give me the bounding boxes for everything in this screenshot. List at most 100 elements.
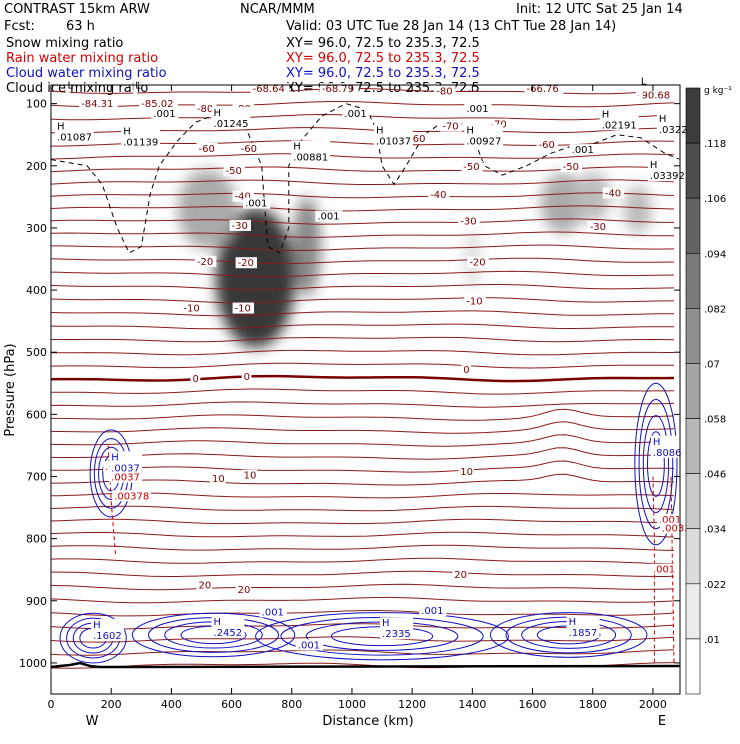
extremum-label: .0322: [659, 125, 688, 136]
y-tick-label: 200: [26, 160, 47, 173]
cloud-ice-label: .001: [572, 145, 594, 156]
extremum-label: .01087: [57, 133, 92, 144]
isotherm-line: [51, 557, 674, 565]
extremum-label-mark: H: [123, 127, 131, 138]
extremum-label: .02191: [602, 120, 637, 131]
label-background: [55, 120, 94, 143]
label-background: [374, 124, 413, 147]
label-background: [235, 257, 257, 269]
org-title: NCAR/MMM: [240, 2, 315, 17]
valid-time: Valid: 03 UTC Tue 28 Jan 14 (13 ChT Tue …: [286, 19, 616, 34]
colorbar-swatch: [685, 197, 701, 254]
isotherm-line: [51, 460, 675, 473]
isotherm-label: -80: [197, 104, 213, 115]
isotherm-label: -50: [226, 166, 242, 177]
label-background: [151, 108, 179, 120]
cloud-water-contour: [646, 431, 665, 497]
label-background: [407, 132, 429, 144]
isotherm-line: [51, 636, 675, 643]
cloud-water-contour: [131, 612, 296, 658]
isotherm-label: -68.64: [253, 84, 285, 95]
isotherm-label: -50: [463, 162, 479, 173]
label-background: [211, 107, 251, 130]
extremum-label-mark: H: [659, 114, 667, 125]
isotherm-line: [51, 388, 675, 395]
x-tick-label: 800: [281, 698, 302, 711]
rain-label: .001: [653, 565, 675, 576]
cloud-water-max-label: .1602: [93, 631, 122, 642]
isotherm-line: [51, 473, 675, 486]
colorbar-swatch: [685, 308, 701, 364]
cloud-water-contour: [642, 415, 670, 514]
isotherm-line: [51, 434, 675, 447]
isotherm-label: -60: [241, 144, 257, 155]
extremum-label-mark: H: [376, 125, 384, 136]
label-background: [488, 118, 510, 130]
label-background: [458, 466, 474, 478]
isotherm-label: -40: [235, 192, 251, 203]
label-background: [235, 584, 252, 596]
isotherm-label: -10: [235, 304, 251, 315]
label-background: [524, 83, 564, 95]
isotherm-label: 20: [454, 570, 467, 581]
isotherm-label: 0: [192, 374, 198, 385]
label-background: [229, 219, 251, 231]
rain-label: .00336: [662, 524, 697, 535]
label-background: [79, 98, 118, 110]
colorbar-label: .046: [704, 470, 726, 481]
extremum-label: .03392: [650, 171, 685, 182]
cloud-water-max-label-mark: H: [653, 437, 661, 448]
cloud-water-label: .001: [298, 640, 320, 651]
y-tick-label: 300: [26, 222, 47, 235]
isotherm-label: 20: [198, 581, 211, 592]
x-tick-label: 1600: [519, 698, 547, 711]
label-background: [259, 606, 287, 618]
colorbar-swatch: [685, 528, 701, 585]
field-name-cloud-water: Cloud water mixing ratio: [6, 66, 167, 81]
y-tick-label: 700: [26, 471, 47, 484]
label-background: [650, 435, 684, 458]
isotherm-label: -80: [436, 87, 452, 98]
y-axis-label: Pressure (hPa): [3, 343, 18, 436]
label-background: [464, 124, 504, 147]
label-background: [452, 569, 468, 581]
east-marker: E: [658, 714, 666, 729]
isotherm-label: -40: [605, 189, 621, 200]
x-tick-label: 1400: [458, 698, 486, 711]
x-tick-label: 1200: [398, 698, 426, 711]
label-background: [241, 370, 252, 382]
label-background: [458, 215, 480, 227]
rain-contour: [107, 445, 117, 558]
colorbar-label: .01: [704, 635, 720, 646]
label-background: [232, 302, 254, 314]
isotherm-line: [51, 570, 675, 577]
label-background: [291, 140, 331, 163]
cloud-water-label: .001: [421, 606, 443, 617]
cloud-water-contour: [634, 382, 678, 546]
cloud-water-max-label-mark: H: [93, 620, 101, 631]
snow-maximum: [574, 171, 611, 222]
isotherm-label: -68.79: [322, 84, 354, 95]
isotherm-line: [51, 218, 674, 225]
extremum-label-mark: H: [650, 160, 658, 171]
isotherm-label: -20: [469, 258, 485, 269]
label-background: [464, 295, 486, 307]
label-background: [211, 615, 245, 638]
isotherm-label: 20: [238, 585, 251, 596]
extremum-label-mark: L: [641, 76, 647, 87]
label-background: [342, 108, 370, 120]
label-background: [194, 255, 217, 267]
field-xy-rain: XY= 96.0, 72.5 to 235.3, 72.5: [286, 51, 480, 66]
isotherm-label: -30: [590, 222, 606, 233]
colorbar-swatch: [685, 473, 701, 530]
label-background: [647, 159, 687, 182]
colorbar-swatch: [685, 638, 701, 695]
cloud-water-contour: [255, 612, 509, 661]
label-background: [638, 75, 643, 98]
isotherm-label: 0: [244, 372, 250, 383]
colorbar-label: .094: [704, 249, 726, 260]
label-background: [190, 372, 201, 384]
colorbar-swatch: [685, 418, 701, 474]
model-title: CONTRAST 15km ARW: [4, 2, 150, 17]
